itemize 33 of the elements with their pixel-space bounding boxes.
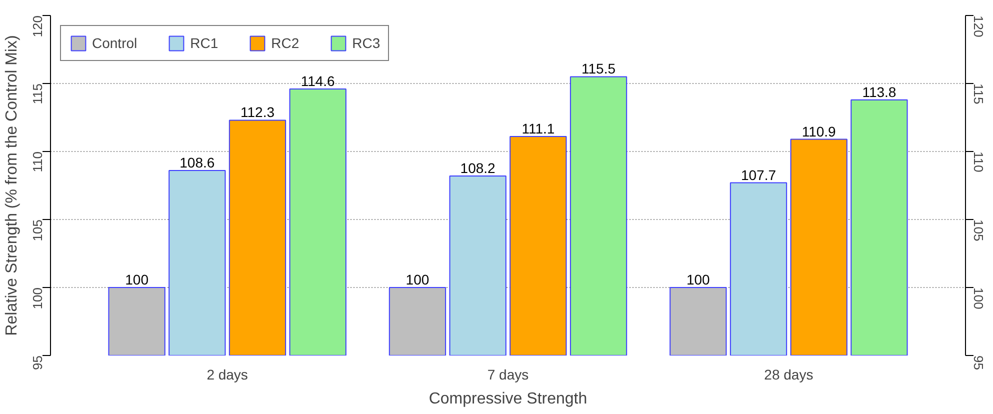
y2-tick-label: 110 <box>971 152 986 172</box>
legend-label: RC1 <box>190 35 218 51</box>
x-axis-title: Compressive Strength <box>428 390 588 408</box>
legend-label: RC3 <box>352 35 380 51</box>
data-label: 100 <box>125 272 149 288</box>
y2-tick-label: 120 <box>971 16 986 38</box>
data-label: 100 <box>406 272 430 288</box>
data-label: 112.3 <box>240 104 275 120</box>
y2-tick-label: 105 <box>971 220 986 242</box>
y-tick-label: 120 <box>30 15 45 38</box>
y2-tick-label: 115 <box>971 84 986 104</box>
y-tick-label: 100 <box>30 287 45 310</box>
data-label: 113.8 <box>862 84 896 100</box>
data-label: 114.6 <box>300 72 336 89</box>
x-tick-label: 2 days <box>206 366 248 382</box>
y-tick-label: 95 <box>30 355 45 370</box>
data-label: 107.7 <box>740 166 776 183</box>
y-tick-label: 110 <box>30 151 45 172</box>
data-label: 111.1 <box>522 120 555 137</box>
data-label: 108.6 <box>180 154 215 171</box>
data-label: 108.2 <box>460 160 496 176</box>
y-tick-label: 115 <box>30 83 45 104</box>
legend-label: RC2 <box>271 35 300 51</box>
y-axis-title: Relative Strength (% from the Control Mix) <box>4 35 20 336</box>
y2-tick-label: 95 <box>971 356 986 370</box>
data-label: 110.9 <box>802 123 836 140</box>
x-tick-label: 28 days <box>764 366 814 382</box>
data-label: 100 <box>686 272 710 288</box>
y2-tick-label: 100 <box>971 288 986 310</box>
x-tick-label: 7 days <box>487 366 529 382</box>
legend-label: Control <box>92 35 138 51</box>
data-label: 115.5 <box>582 60 616 77</box>
y-tick-label: 105 <box>30 219 45 242</box>
